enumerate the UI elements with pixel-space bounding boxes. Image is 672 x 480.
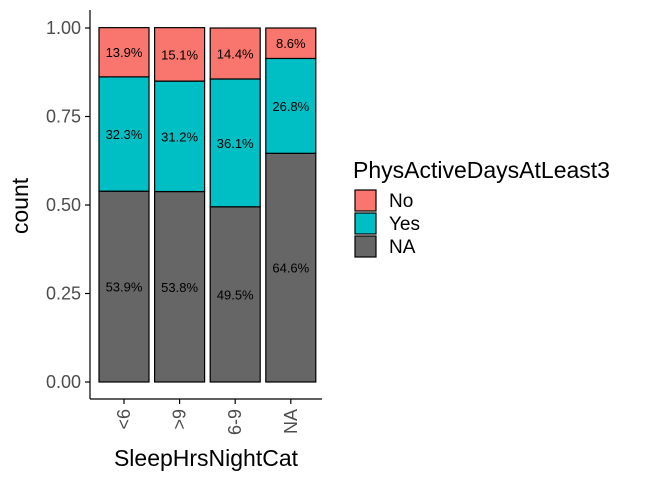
- y-tick-label: 1.00: [46, 18, 81, 38]
- bar-segment: [98, 27, 150, 78]
- bar-segment: [154, 27, 206, 82]
- legend-label: No: [389, 191, 413, 212]
- bar-segment: [265, 27, 317, 60]
- y-axis-ticks: 0.00 0.25 0.50 0.75 1.00: [46, 18, 90, 392]
- legend-label: Yes: [389, 214, 420, 235]
- x-axis-title: SleepHrsNightCat: [114, 445, 299, 471]
- data-label: 53.8%: [161, 280, 198, 295]
- data-labels-layer: 53.9% 32.3% 13.9% 53.8% 31.2% 15.1% 49.5% 36.1%…: [106, 36, 310, 302]
- bar-segment: [154, 190, 206, 383]
- x-tick-label: 6-9: [225, 409, 245, 435]
- bar-segment: [98, 190, 150, 383]
- x-tick-label: NA: [281, 409, 301, 434]
- y-axis-title: count: [7, 177, 33, 234]
- bar-segment: [265, 57, 317, 154]
- y-tick-label: 0.50: [46, 195, 81, 215]
- y-tick-label: 0.25: [46, 284, 81, 304]
- data-label: 13.9%: [106, 45, 143, 60]
- data-label: 32.3%: [106, 127, 143, 142]
- data-label: 49.5%: [217, 287, 254, 302]
- bar-segment: [98, 76, 150, 192]
- data-label: 15.1%: [161, 47, 198, 62]
- data-label: 8.6%: [276, 36, 306, 51]
- data-label: 53.9%: [106, 280, 143, 295]
- x-axis-ticks: <6 >9 6-9 NA: [114, 399, 301, 435]
- legend-key: [354, 235, 377, 258]
- legend-key: [354, 189, 377, 212]
- bar-segment: [209, 78, 261, 208]
- legend-key: [354, 212, 377, 235]
- y-tick-label: 0.75: [46, 107, 81, 127]
- bar-segment: [154, 80, 206, 193]
- x-tick-label: >9: [170, 409, 190, 430]
- legend-label: NA: [389, 237, 416, 258]
- data-label: 26.8%: [272, 99, 309, 114]
- legend-title: PhysActiveDaysAtLeast3: [353, 157, 610, 183]
- y-tick-label: 0.00: [46, 372, 81, 392]
- x-tick-label: <6: [114, 409, 134, 430]
- bar-segment: [209, 27, 261, 80]
- data-label: 64.6%: [272, 261, 309, 276]
- data-label: 36.1%: [217, 136, 254, 151]
- bar-segment: [209, 206, 261, 383]
- data-label: 14.4%: [217, 46, 254, 61]
- bars-layer: [98, 27, 317, 383]
- bar-segment: [265, 152, 317, 383]
- data-label: 31.2%: [161, 129, 198, 144]
